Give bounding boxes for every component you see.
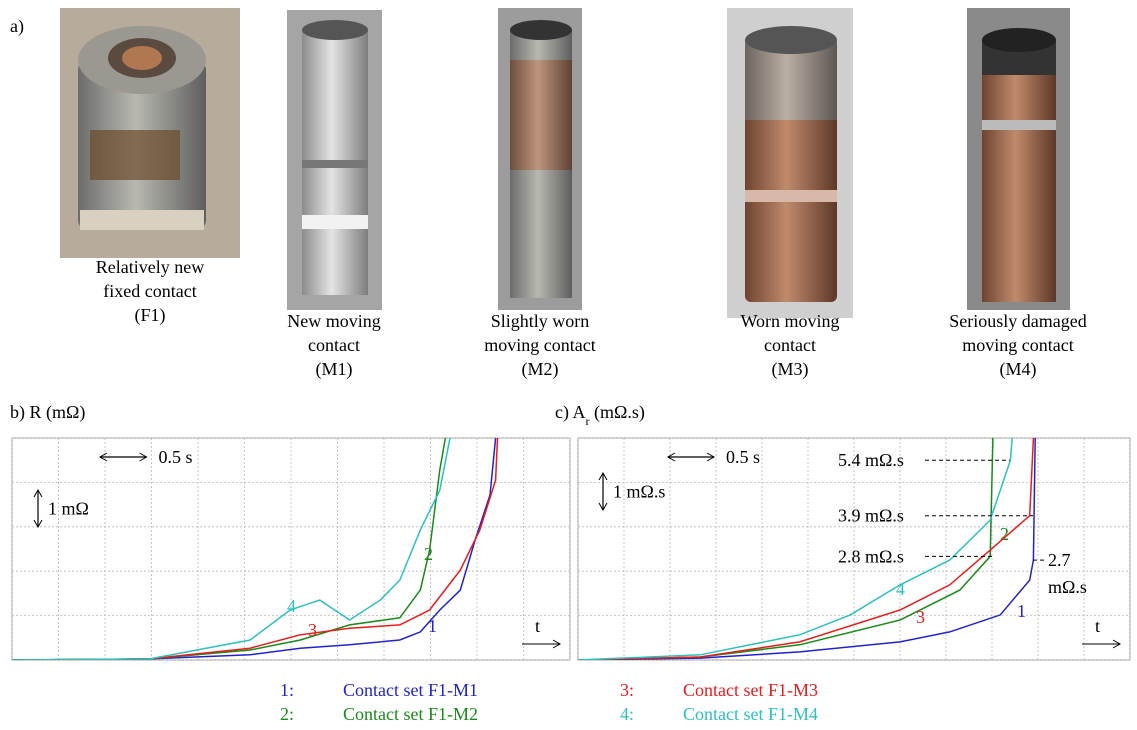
legend-label: Contact set F1-M3 bbox=[683, 680, 818, 700]
value-scale-label: 1 mΩ bbox=[48, 499, 89, 519]
annotation: 5.4 mΩ.s bbox=[838, 450, 904, 470]
title-part: c) A bbox=[555, 402, 586, 423]
annotation: 2.7 bbox=[1048, 550, 1071, 570]
photo-caption: (M2) bbox=[522, 359, 559, 380]
photo-caption: contact bbox=[308, 335, 360, 355]
annotation: mΩ.s bbox=[1048, 577, 1087, 597]
curve-label: 3 bbox=[916, 607, 925, 627]
photo-caption: (M3) bbox=[772, 359, 809, 380]
photo-caption: moving contact bbox=[962, 335, 1073, 355]
photos bbox=[60, 8, 1070, 318]
annotation: 2.8 mΩ.s bbox=[838, 546, 904, 566]
photo-caption: contact bbox=[764, 335, 816, 355]
title-part: b) R (mΩ) bbox=[10, 402, 85, 423]
curve-label: 4 bbox=[896, 579, 905, 599]
legend-key: 2: bbox=[280, 704, 294, 724]
curve-label: 1 bbox=[1017, 601, 1026, 621]
time-scale-label: 0.5 s bbox=[726, 447, 760, 467]
photo-caption: (F1) bbox=[135, 305, 166, 326]
x-axis-label: t bbox=[1095, 616, 1100, 636]
photo-m1 bbox=[287, 10, 382, 310]
photo-caption: Worn moving bbox=[740, 311, 839, 331]
value-scale-label: 1 mΩ.s bbox=[613, 482, 665, 502]
figure: a) Relatively new fixed contact (F1) New mo… bbox=[0, 0, 1137, 730]
chart-title: c) Ar (mΩ.s) bbox=[555, 402, 645, 428]
curve-label: 4 bbox=[287, 596, 296, 616]
legend-key: 3: bbox=[620, 680, 634, 700]
photo-caption: (M4) bbox=[1000, 359, 1037, 380]
curve-label: 2 bbox=[424, 544, 433, 564]
photo-caption: Seriously damaged bbox=[949, 311, 1086, 331]
curve-label: 1 bbox=[428, 616, 437, 636]
time-scale-label: 0.5 s bbox=[159, 447, 193, 467]
photo-f1 bbox=[60, 8, 240, 258]
photo-caption: Slightly worn bbox=[491, 311, 590, 331]
legend-label: Contact set F1-M1 bbox=[343, 680, 478, 700]
legend-label: Contact set F1-M2 bbox=[343, 704, 478, 724]
curve-label: 3 bbox=[308, 620, 317, 640]
photo-m3 bbox=[727, 8, 853, 318]
photo-m4 bbox=[967, 8, 1070, 310]
photo-caption: moving contact bbox=[484, 335, 595, 355]
photo-caption: Relatively new bbox=[96, 257, 204, 277]
photo-caption: New moving bbox=[287, 311, 381, 331]
panel-label: a) bbox=[10, 16, 24, 37]
title-part: (mΩ.s) bbox=[590, 402, 645, 423]
legend-key: 1: bbox=[280, 680, 294, 700]
legend-label: Contact set F1-M4 bbox=[683, 704, 818, 724]
photo-m2 bbox=[498, 8, 582, 310]
x-axis-label: t bbox=[535, 616, 540, 636]
photo-caption: fixed contact bbox=[103, 281, 196, 301]
photo-caption: (M1) bbox=[316, 359, 353, 380]
annotation: 3.9 mΩ.s bbox=[838, 506, 904, 526]
legend-key: 4: bbox=[620, 704, 634, 724]
chart-title: b) R (mΩ) bbox=[10, 402, 85, 423]
